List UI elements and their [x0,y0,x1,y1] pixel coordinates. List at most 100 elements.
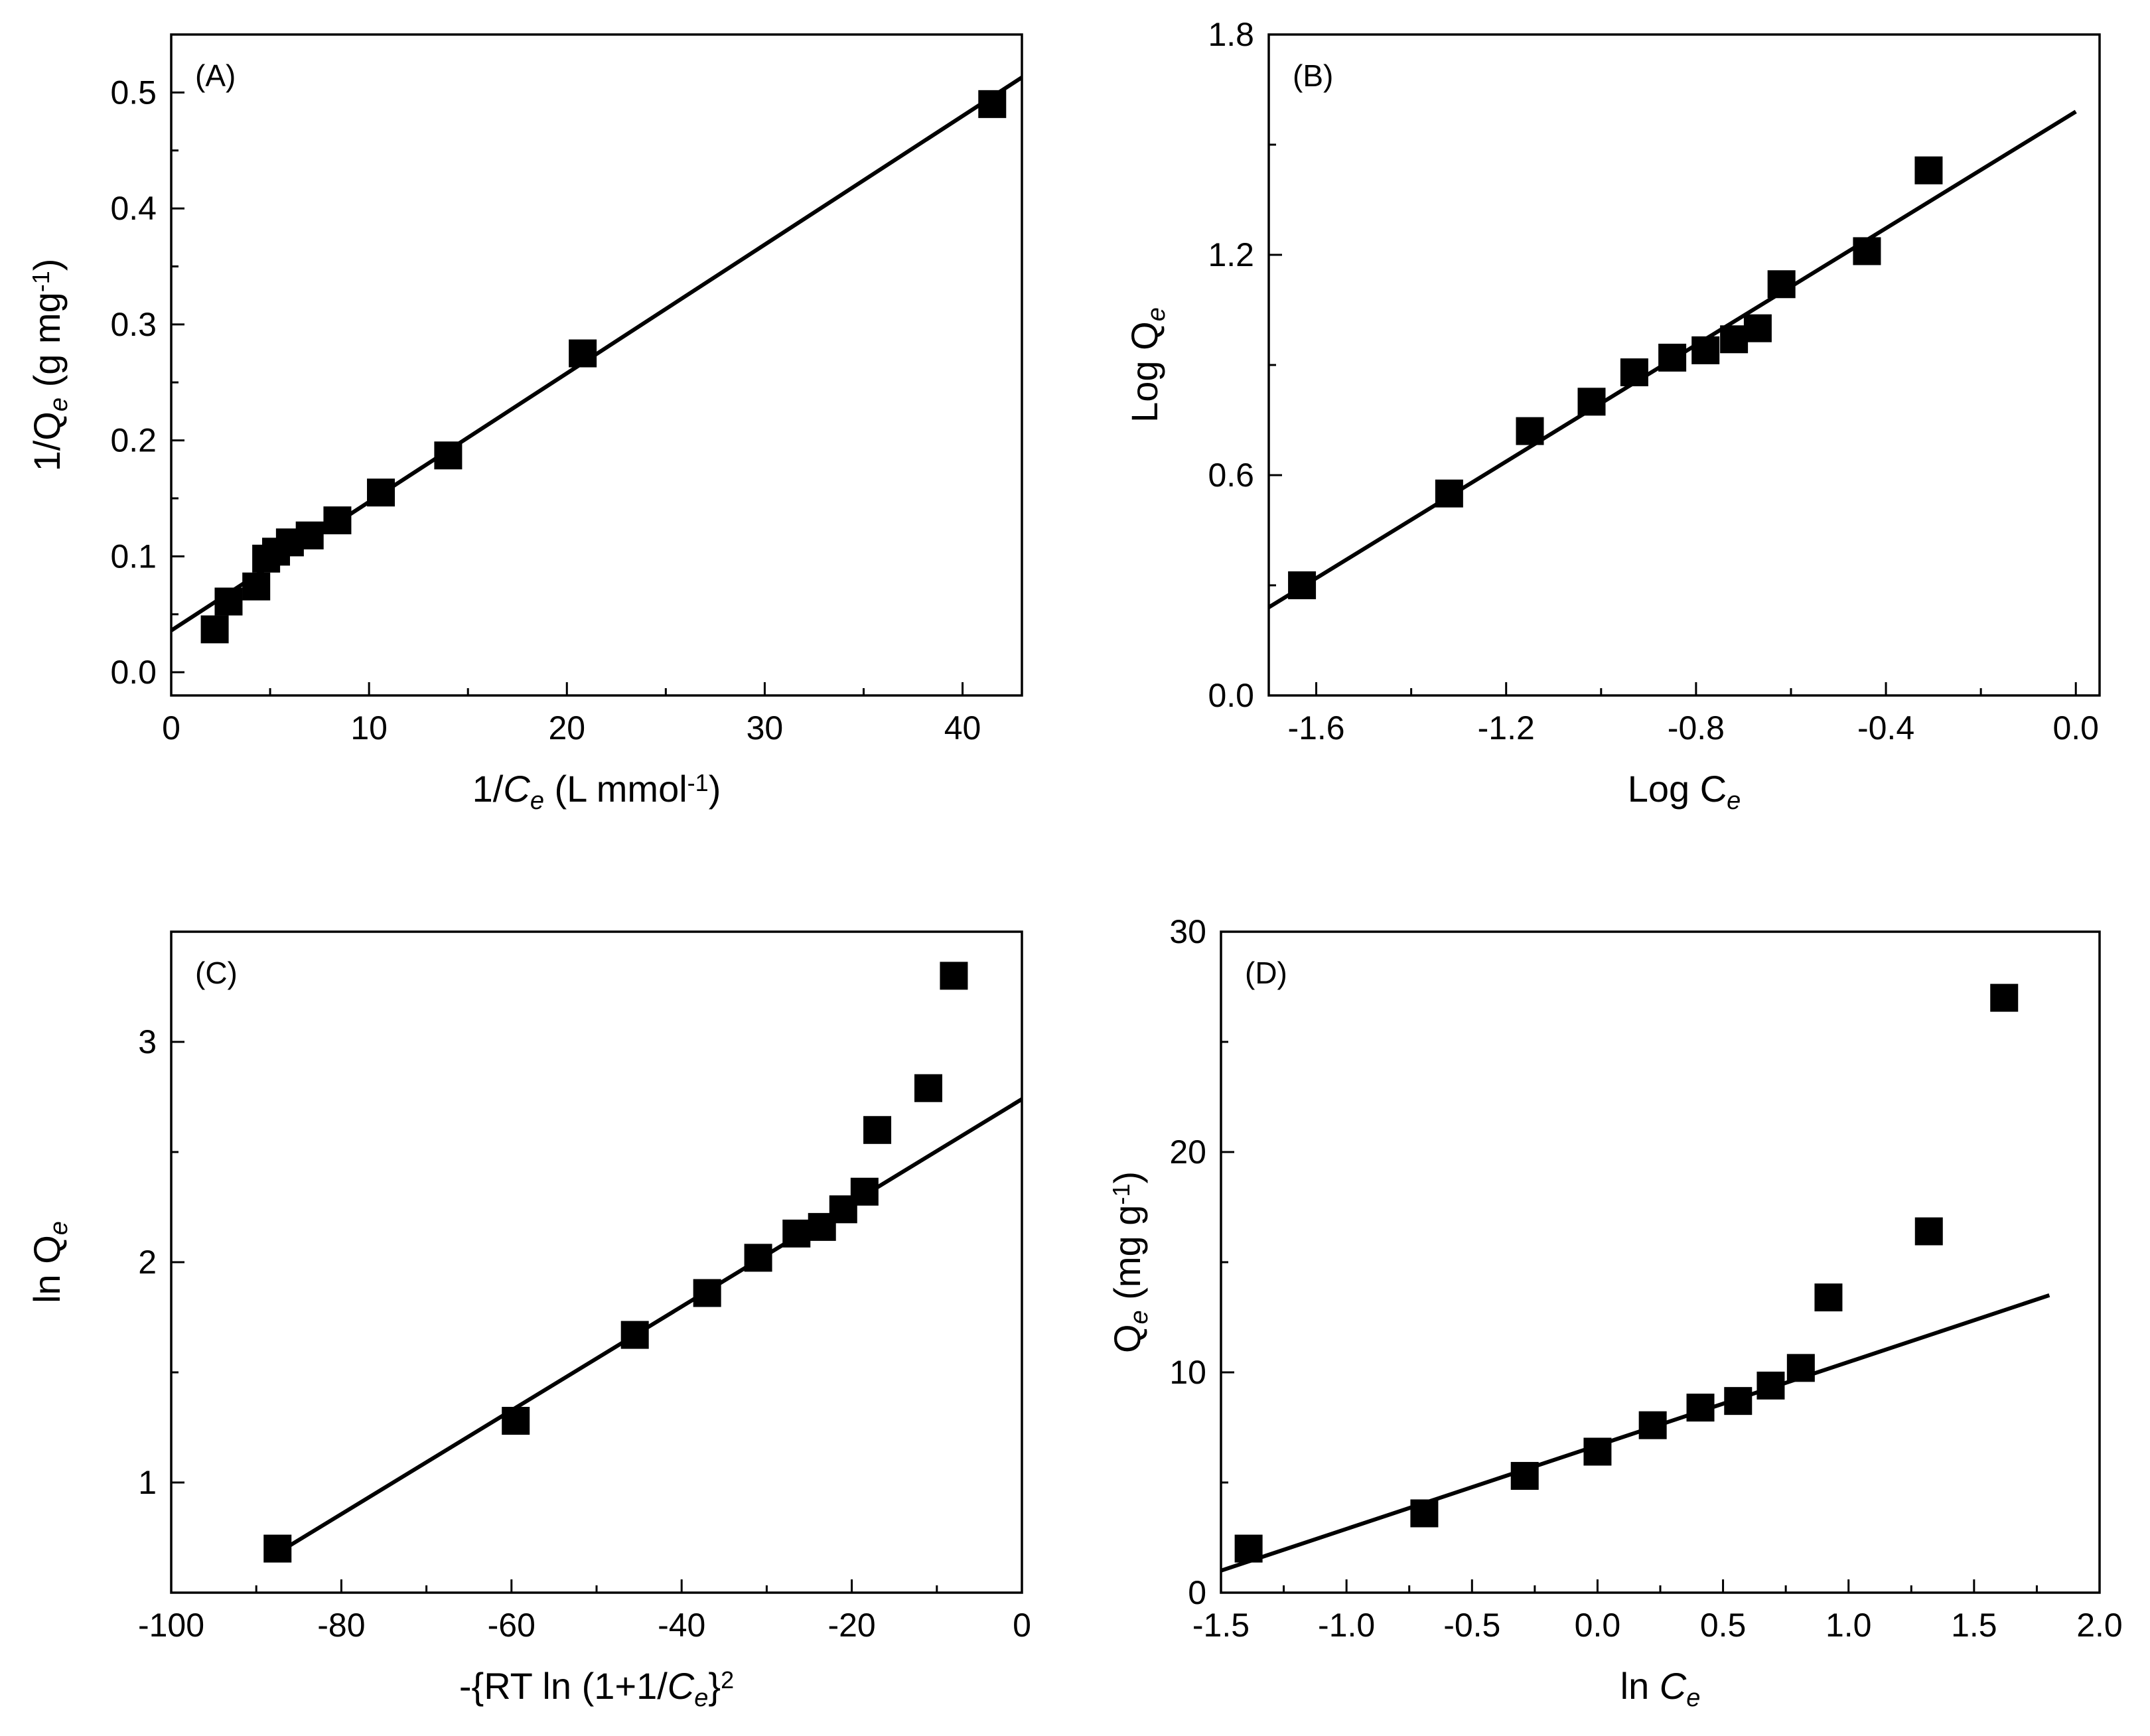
chart-panel-a: 0 10 20 30 40 0.0 0.1 0.2 0.3 0.4 0.5 (A) 1/Ce (L mm… [26,33,1023,815]
data-point [1658,343,1687,372]
data-point [1516,417,1544,445]
data-point [1577,388,1606,416]
x-tick-label: -1.6 [1287,709,1344,747]
y-tick-label: 0.5 [110,74,157,111]
data-point [1756,1371,1785,1400]
x-tick-label: -80 [317,1607,365,1644]
x-axis-title: -{RT ln (1+1/Ce}2 [459,1665,734,1712]
data-point [693,1279,721,1307]
data-point [1990,983,2019,1012]
plot-frame [1220,930,2101,1594]
y-axis-title: ln Qe [26,1221,73,1303]
x-tick-label: 0.0 [2052,709,2099,747]
panel-label: (C) [195,956,238,990]
x-tick-label: -20 [827,1607,875,1644]
y-tick-label: 1 [138,1464,157,1501]
data-point [1691,336,1720,364]
x-tick-label: 1.0 [1826,1607,1872,1644]
data-point [1914,156,1943,184]
data-point [1853,237,1881,265]
data-point [1620,358,1648,387]
data-point [1234,1534,1263,1563]
y-tick-label: 0.0 [1208,677,1254,714]
data-point [242,572,271,601]
fit-line [1220,1293,2050,1573]
fit-line [276,1097,1023,1555]
data-point [1288,571,1317,599]
x-tick-label: -1.5 [1192,1607,1250,1644]
y-tick-label: 3 [138,1023,157,1060]
panel-label: (D) [1245,956,1287,990]
x-tick-label: 0 [162,709,180,747]
data-point [502,1407,530,1435]
data-point [367,478,395,507]
data-point [1410,1499,1439,1528]
data-point [782,1219,811,1248]
data-point [1583,1437,1612,1466]
y-axis-title: Log Qe [1123,307,1171,423]
x-axis-title: ln Ce [1620,1665,1701,1712]
data-point [1638,1411,1667,1439]
plot-frame [170,33,1023,697]
data-point [1814,1283,1843,1312]
x-tick-label: -0.4 [1857,709,1914,747]
y-tick-label: 0.6 [1208,457,1254,494]
y-tick-label: 0.1 [110,538,157,575]
data-point [214,587,243,616]
y-tick-label: 0.0 [110,654,157,691]
data-point [1743,314,1772,342]
x-tick-label: -100 [138,1607,204,1644]
data-point [1914,1217,1943,1246]
data-point [295,521,324,549]
data-point [914,1074,942,1102]
chart-panel-c: -100 -80 -60 -40 -20 0 1 2 3 (C) -{RT ln (1+1/Ce}2… [26,930,1031,1712]
data-point [620,1321,649,1349]
data-point [1786,1354,1815,1382]
data-point [863,1116,892,1144]
plot-frame [170,930,1023,1594]
y-tick-label: 0.3 [110,306,157,343]
y-tick-label: 0.4 [110,190,157,227]
data-point [1435,479,1463,508]
x-tick-label: 0.5 [1700,1607,1747,1644]
data-point [1720,325,1749,354]
x-axis-title: Log Ce [1628,768,1741,815]
x-tick-label: 2.0 [2076,1607,2123,1644]
y-tick-label: 30 [1169,913,1206,950]
data-point [1767,270,1796,299]
x-tick-label: 10 [350,709,388,747]
y-tick-label: 1.2 [1208,236,1254,273]
x-tick-label: -60 [488,1607,536,1644]
y-axis-title: Qe (mg g-1) [1106,1171,1153,1353]
data-point [1724,1387,1753,1415]
x-axis-title: 1/Ce (L mmol-1) [472,768,721,815]
x-tick-label: -1.0 [1318,1607,1375,1644]
x-tick-label: 20 [548,709,585,747]
data-point [850,1177,879,1206]
x-tick-label: 0 [1013,1607,1031,1644]
data-point [434,441,463,470]
x-tick-label: 40 [944,709,981,747]
data-point [744,1244,772,1272]
y-tick-label: 20 [1169,1133,1206,1171]
y-tick-label: 0.2 [110,422,157,459]
chart-panel-d: -1.5 -1.0 -0.5 0.0 0.5 1.0 1.5 2.0 0 10 20 30 (D) ln … [1106,913,2123,1712]
x-tick-label: -1.2 [1478,709,1535,747]
x-tick-label: 30 [747,709,784,747]
data-point [940,962,968,990]
y-tick-label: 0 [1188,1574,1206,1611]
x-tick-label: -40 [658,1607,705,1644]
y-tick-label: 2 [138,1244,157,1281]
data-point [1510,1462,1539,1490]
data-point [569,339,597,368]
data-point [1686,1394,1715,1422]
panel-label: (B) [1293,58,1333,93]
x-tick-label: 0.0 [1575,1607,1621,1644]
y-tick-label: 1.8 [1208,16,1254,53]
data-point [978,90,1007,118]
x-tick-label: 1.5 [1951,1607,1997,1644]
chart-panel-b: -1.6 -1.2 -0.8 -0.4 0.0 0.0 0.6 1.2 1.8 (B) Log Ce… [1123,16,2101,815]
x-tick-label: -0.8 [1668,709,1725,747]
x-tick-label: -0.5 [1443,1607,1500,1644]
